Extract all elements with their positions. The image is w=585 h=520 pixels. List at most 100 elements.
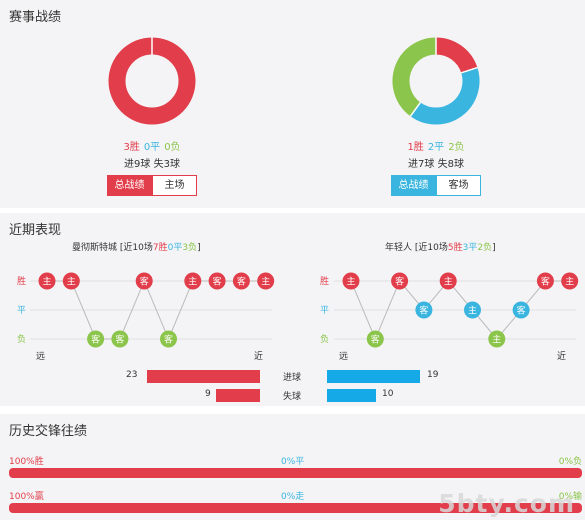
h2h-push-pct: 0%走 [281, 492, 305, 502]
site-watermark: 5bty.com [438, 489, 575, 518]
home-form-bubble [184, 272, 202, 290]
home-form-match-6[interactable]: 客 [160, 330, 177, 348]
away-scored-bar [327, 370, 421, 383]
home-form-match-2[interactable]: 主 [62, 272, 80, 290]
away-scored-value: 19 [427, 370, 439, 380]
h2h-loss-pct: 0%负 [558, 457, 582, 467]
home-form-line [47, 279, 266, 341]
home-recent-losses: 3负 [182, 243, 198, 253]
home-form-match-10[interactable]: 主 [257, 272, 275, 290]
away-draw-count: 2平 [427, 142, 445, 153]
home-conceded-bar [215, 389, 260, 402]
home-form-match-9[interactable]: 客 [232, 272, 250, 290]
home-scored-bar [147, 370, 260, 383]
away-form-match-4[interactable]: 客 [415, 301, 433, 319]
away-form-bubble [488, 330, 506, 348]
away-donut-separator [409, 101, 422, 117]
home-form-match-5[interactable]: 客 [135, 272, 153, 290]
away-summary-prefix: [近10场 [414, 243, 448, 253]
h2h-cover-pct: 100%赢 [9, 492, 44, 502]
home-form-match-3[interactable]: 客 [87, 330, 105, 348]
away-form-venue-label: 主 [492, 334, 501, 346]
recent-form-title: 近期表现 [9, 223, 62, 238]
away-form-match-10[interactable]: 主 [561, 272, 579, 290]
home-form-match-1[interactable]: 主 [38, 272, 56, 290]
home-total-record-button[interactable]: 总战绩 [107, 175, 152, 196]
away-donut-separator [460, 66, 478, 74]
home-form-match-7[interactable]: 主 [184, 272, 202, 290]
away-loss-count: 2负 [448, 142, 465, 153]
home-form-venue-label: 客 [237, 276, 246, 288]
home-form-venue-label: 主 [188, 276, 197, 288]
away-recent-summary: 年轻人 [近10场5胜3平2负] [385, 240, 496, 253]
home-scored-value: 23 [126, 370, 138, 380]
home-form-bubble [160, 330, 177, 348]
away-form-bubble [391, 272, 409, 290]
home-summary-suffix: ] [197, 243, 201, 253]
away-record-block: 1胜 2平 2负 进7球 失8球 总战绩 客场 [376, 36, 496, 196]
head-to-head-panel: 历史交锋往绩 100%胜 0%平 0%负 100%赢 0%走 0%输 5bty.… [0, 414, 585, 520]
home-form-venue-label: 客 [91, 334, 100, 346]
away-form-line [350, 280, 570, 341]
home-form-venue-label: 主 [42, 276, 51, 288]
home-recent-wins: 7胜 [152, 243, 168, 253]
away-recent-wins: 5胜 [447, 243, 463, 253]
away-venue-button[interactable]: 客场 [436, 175, 481, 196]
home-form-venue-label: 客 [213, 276, 222, 288]
home-record-block: 3胜 0平 0负 进9球 失3球 总战绩 主场 [92, 36, 212, 196]
away-form-match-8[interactable]: 客 [512, 301, 530, 319]
home-recent-summary: 曼彻斯特城 [近10场7胜0平3负] [72, 240, 201, 253]
away-goals-against: 失8球 [437, 159, 464, 170]
home-draw-count: 0平 [143, 142, 161, 153]
h2h-result-bar [9, 468, 582, 478]
away-form-bubble [439, 272, 457, 290]
home-form-bubble [111, 330, 129, 348]
home-form-bubble [38, 272, 56, 290]
match-record-panel: 赛事战绩 3胜 0平 0负 进9球 失3球 总战绩 主场 1胜 2平 2负 进7球 失8… [0, 0, 585, 208]
home-recent-draws: 0平 [167, 243, 183, 253]
away-goals: 进7球 失8球 [376, 155, 496, 170]
away-axis-far: 远 [339, 352, 349, 362]
home-donut-win-slice [108, 37, 196, 125]
away-form-match-6[interactable]: 主 [464, 301, 481, 319]
home-venue-button[interactable]: 主场 [152, 175, 197, 196]
away-form-bubble [512, 301, 530, 319]
h2h-lose-pct: 0%输 [558, 492, 582, 502]
home-axis-near: 近 [254, 352, 264, 362]
away-donut-loss-slice [392, 37, 437, 117]
home-goals-for: 进9球 [124, 159, 151, 170]
away-form-bubble [464, 301, 481, 319]
home-form-match-4[interactable]: 客 [111, 330, 129, 348]
home-form-venue-label: 主 [67, 276, 76, 288]
away-form-match-1[interactable]: 主 [342, 272, 360, 290]
away-form-venue-label: 客 [517, 305, 526, 317]
away-form-venue-label: 客 [541, 276, 550, 288]
scored-label: 进球 [283, 373, 302, 383]
away-form-match-3[interactable]: 客 [391, 272, 409, 290]
away-total-record-button[interactable]: 总战绩 [391, 175, 436, 196]
away-wdl: 1胜 2平 2负 [376, 138, 496, 153]
away-summary-suffix: ] [492, 243, 496, 253]
away-axis-near: 近 [557, 352, 567, 362]
away-conceded-value: 10 [382, 389, 394, 399]
home-form-venue-label: 主 [261, 276, 270, 288]
h2h-win-pct: 100%胜 [9, 457, 44, 467]
conceded-label: 失球 [283, 392, 302, 402]
home-goals: 进9球 失3球 [92, 155, 212, 170]
away-goals-for: 进7球 [408, 159, 435, 170]
away-form-match-9[interactable]: 客 [536, 272, 554, 290]
away-donut-win-slice [435, 37, 478, 74]
home-form-chart: 主主客 客客客主客客主 [30, 272, 275, 348]
away-form-match-2[interactable]: 客 [366, 330, 384, 348]
away-recent-draws: 3平 [462, 243, 478, 253]
home-form-venue-label: 客 [164, 334, 173, 346]
home-form-match-8[interactable]: 客 [208, 272, 226, 290]
away-form-match-5[interactable]: 主 [439, 272, 457, 290]
home-row-label-win: 胜 [17, 277, 27, 287]
home-conceded-value: 9 [205, 389, 211, 399]
home-form-bubble [62, 272, 80, 290]
home-record-donut [108, 37, 196, 125]
away-form-venue-label: 主 [444, 276, 453, 288]
away-form-match-7[interactable]: 主 [488, 330, 506, 348]
home-wdl: 3胜 0平 0负 [92, 138, 212, 153]
